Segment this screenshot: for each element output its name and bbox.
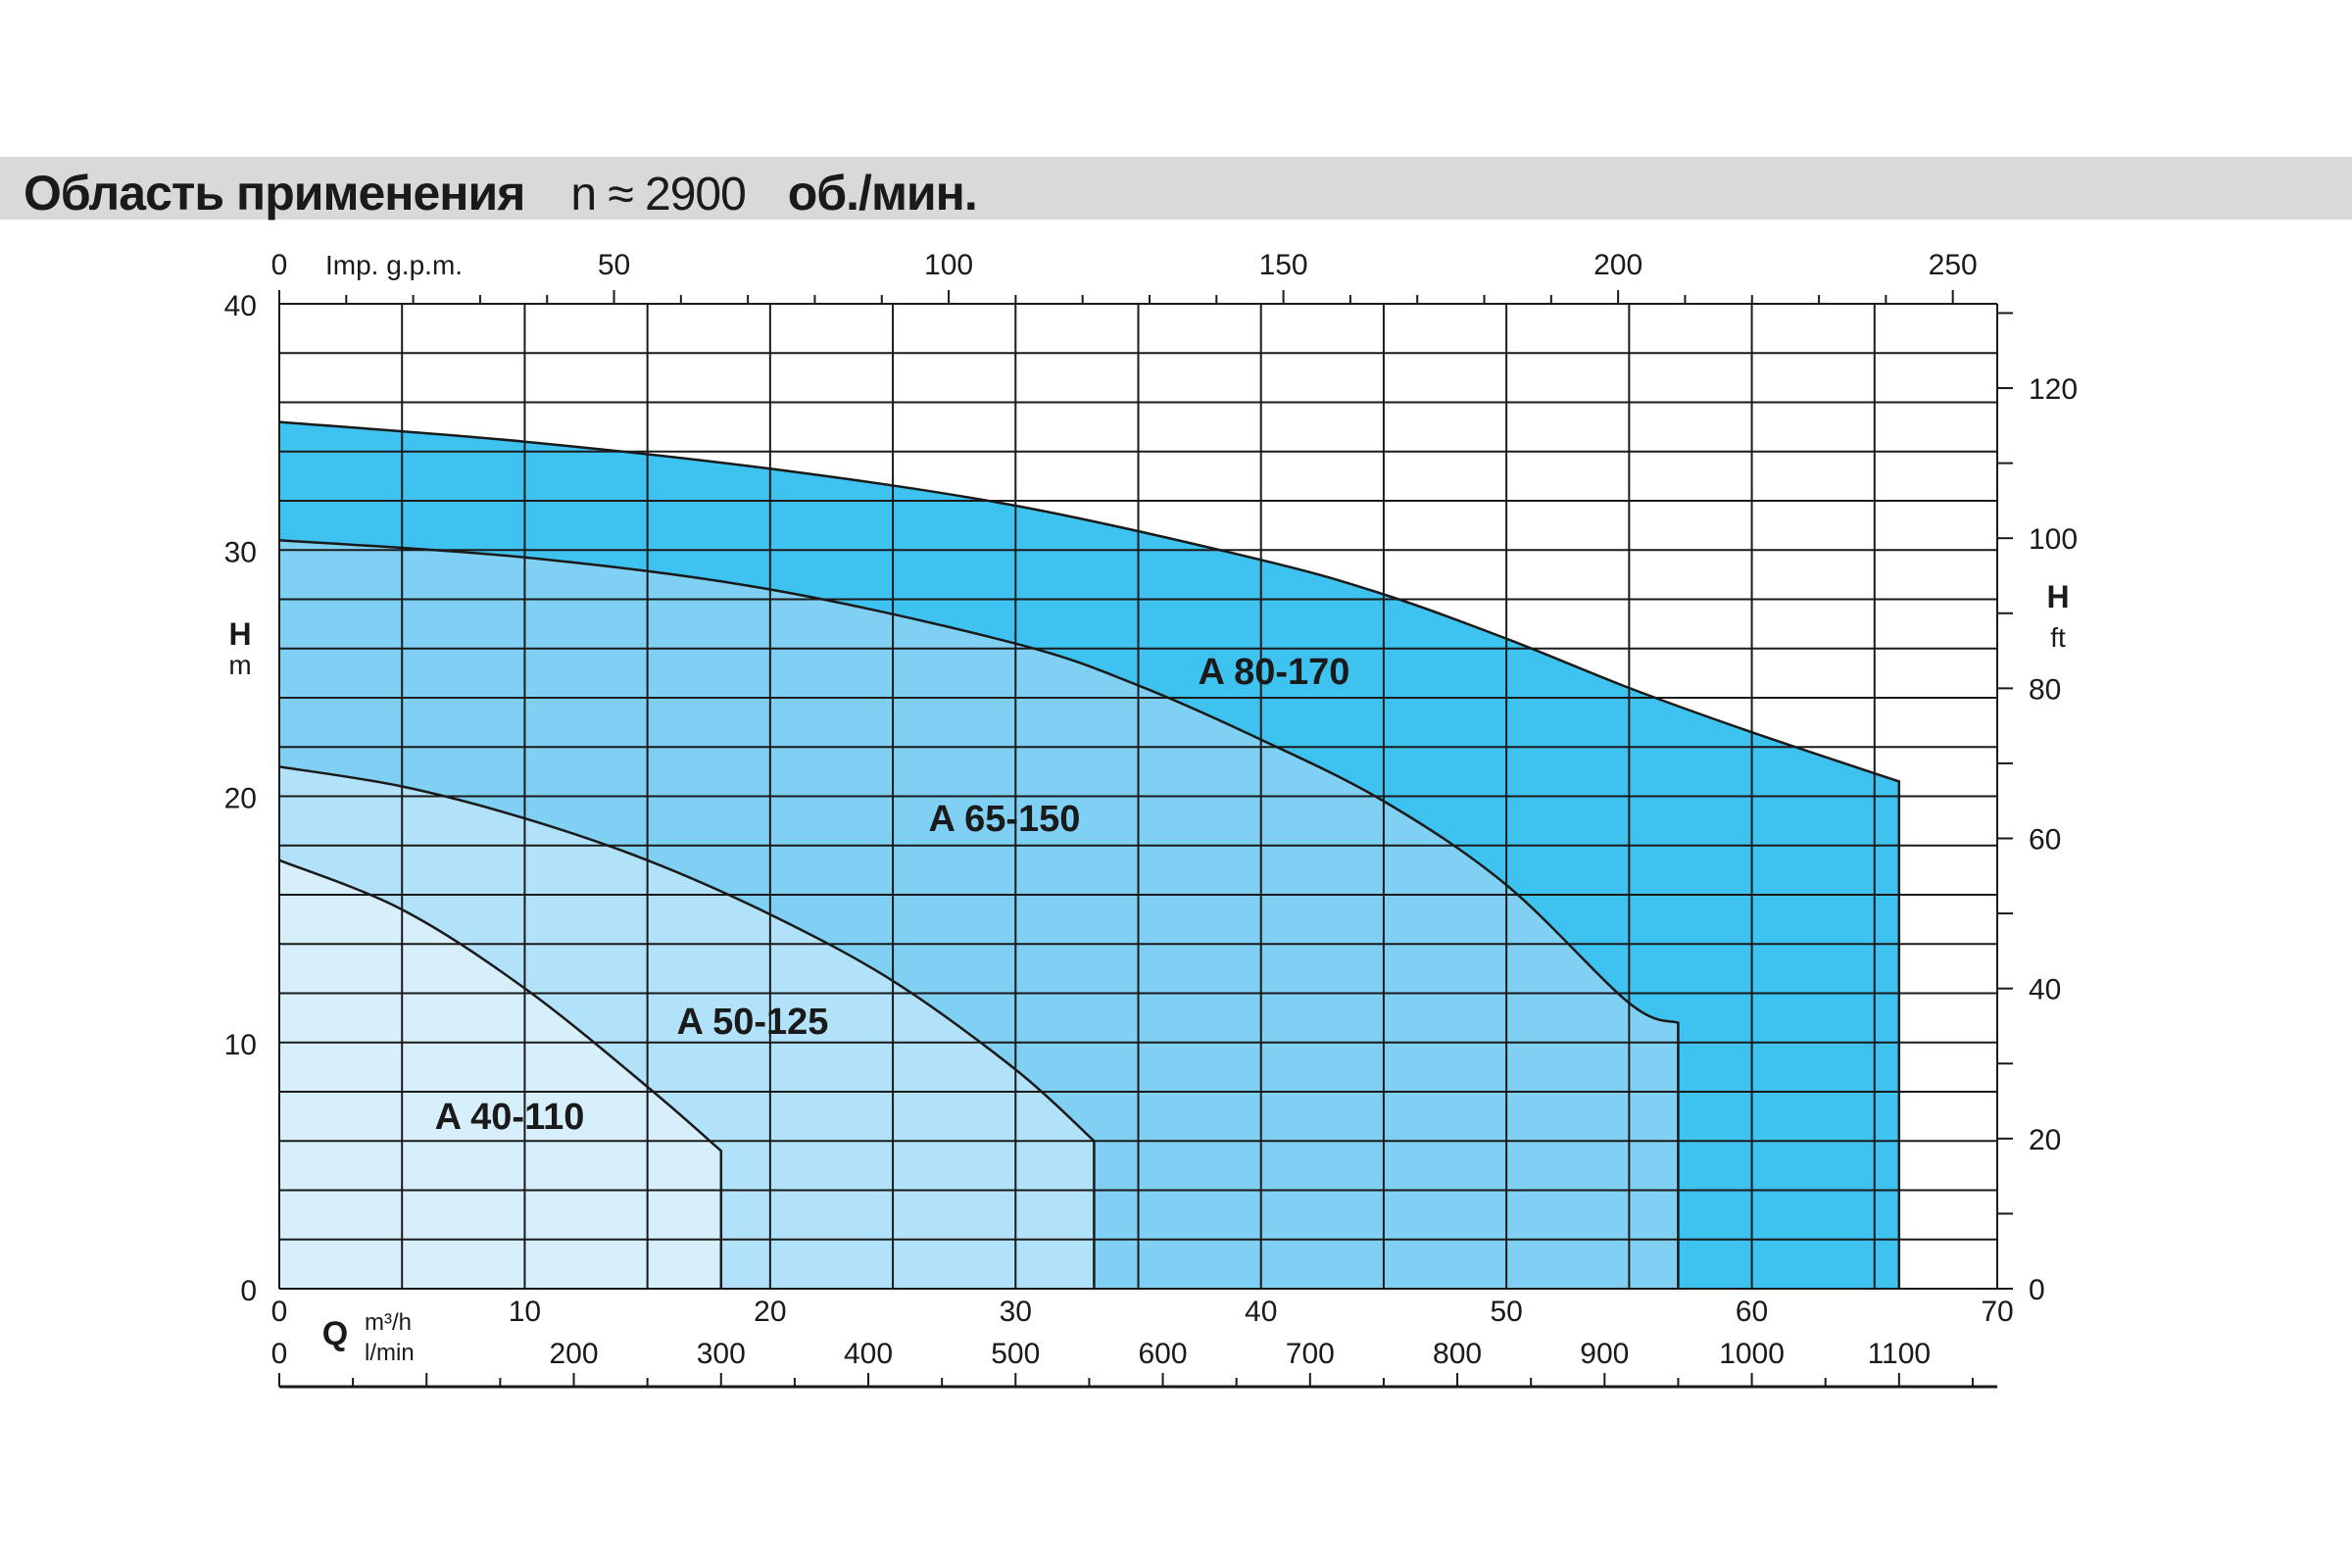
gpm-tick-label: 50 (598, 249, 630, 281)
x-tick-label: 0 (271, 1296, 288, 1328)
curve-a-40-110 (278, 858, 723, 1289)
series-label-a-80-170: A 80-170 (1199, 652, 1350, 693)
title-unit: об./мин. (787, 166, 978, 220)
title-speed: n ≈ 2900 (570, 169, 746, 220)
curve-a-65-150 (278, 538, 1680, 1289)
labels: A 80-170 A 65-150 A 50-125 A 40-110 (435, 652, 1350, 1138)
lmin-tick-label: 700 (1286, 1338, 1335, 1370)
ft-tick-label: 60 (2029, 824, 2061, 857)
lmin-tick-label: 300 (697, 1338, 746, 1370)
header-band (0, 157, 2352, 220)
ft-tick-label: 20 (2029, 1124, 2061, 1156)
y-axis-unit: m (228, 650, 251, 680)
ft-axis-unit: ft (2050, 622, 2066, 653)
x-tick-label: 70 (1981, 1296, 2013, 1328)
x-tick-label: 30 (1000, 1296, 1032, 1328)
series-label-a-40-110: A 40-110 (435, 1097, 585, 1138)
y-axis-title: H (228, 616, 251, 652)
x-axis-unit: m³/h (365, 1309, 412, 1336)
gpm-tick-label: 100 (924, 249, 973, 281)
series-curves (278, 420, 1901, 1289)
ft-tick-label: 40 (2029, 974, 2061, 1006)
area-a-40-110 (279, 859, 721, 1289)
lmin-tick-label: 200 (549, 1338, 598, 1370)
gpm-tick-label: 250 (1929, 249, 1978, 281)
x-tick-label: 60 (1736, 1296, 1768, 1328)
ft-tick-label: 0 (2029, 1274, 2045, 1306)
x-tick-label: 50 (1490, 1296, 1522, 1328)
ft-tick-label: 120 (2029, 373, 2078, 406)
gpm-tick-label: 150 (1259, 249, 1308, 281)
curve-a-80-170 (278, 420, 1901, 1289)
lmin-tick-label: 500 (991, 1338, 1040, 1370)
lmin-tick-label: 1100 (1868, 1338, 1932, 1370)
lmin-tick-label: 400 (844, 1338, 893, 1370)
y-tick-label: 40 (224, 290, 257, 322)
lmin-axis-unit: l/min (365, 1340, 415, 1366)
gpm-tick-label: 0 (271, 249, 288, 281)
grid-lines (278, 303, 1998, 1290)
x-tick-label: 10 (509, 1296, 541, 1328)
gpm-tick-label: 200 (1593, 249, 1642, 281)
y-tick-label: 30 (224, 536, 257, 568)
gpm-axis-unit: Imp. g.p.m. (325, 250, 463, 280)
x-tick-label: 40 (1245, 1296, 1277, 1328)
lmin-tick-label: 0 (271, 1338, 288, 1370)
lmin-tick-label: 1000 (1719, 1338, 1785, 1370)
ft-tick-label: 80 (2029, 673, 2061, 706)
series-label-a-65-150: A 65-150 (929, 799, 1081, 840)
lmin-tick-label: 600 (1139, 1338, 1188, 1370)
curve-a-50-125 (278, 765, 1096, 1289)
x-tick-label: 20 (754, 1296, 786, 1328)
series-label-a-50-125: A 50-125 (677, 1002, 829, 1043)
lmin-tick-label: 800 (1433, 1338, 1482, 1370)
y-tick-label: 10 (224, 1029, 257, 1061)
ft-axis-title: H (2046, 579, 2069, 614)
x-axis-title: Q (322, 1315, 348, 1352)
title-text: Область применения (24, 166, 525, 220)
axes: 0 10 20 30 40 Hm 0 20 40 60 80 100 120 Hft 0 10 20 30 40 50… (224, 249, 2078, 1389)
y-tick-label: 20 (224, 783, 257, 815)
lmin-tick-label: 900 (1580, 1338, 1629, 1370)
y-tick-label: 0 (240, 1275, 257, 1307)
series-areas (279, 421, 1899, 1290)
page-title: Область применения n ≈ 2900 об./мин. (24, 165, 978, 221)
ft-tick-label: 100 (2029, 523, 2078, 556)
